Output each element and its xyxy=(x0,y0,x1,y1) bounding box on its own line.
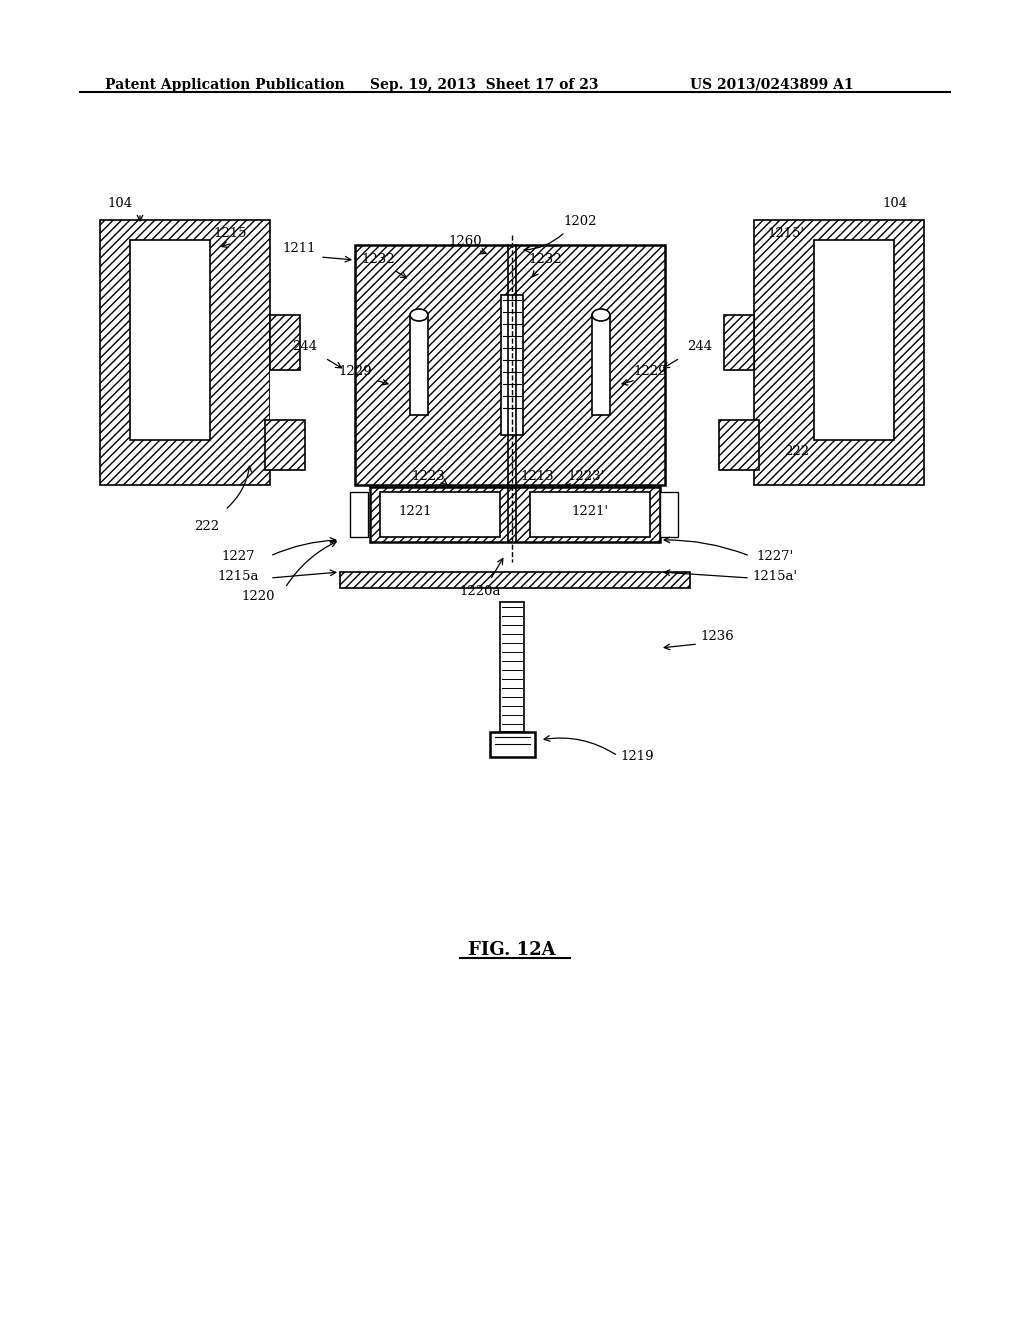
Text: 1215a: 1215a xyxy=(217,570,259,583)
Text: 104: 104 xyxy=(108,197,132,210)
Text: 1202: 1202 xyxy=(563,215,597,228)
Text: 1223': 1223' xyxy=(567,470,604,483)
Bar xyxy=(719,420,759,470)
Bar xyxy=(754,220,924,484)
Bar xyxy=(660,492,678,537)
Bar xyxy=(270,315,300,370)
Text: Patent Application Publication: Patent Application Publication xyxy=(105,78,345,92)
Text: 104: 104 xyxy=(883,197,907,210)
Text: 1232: 1232 xyxy=(361,253,395,267)
Text: 1223: 1223 xyxy=(412,470,444,483)
Text: 222: 222 xyxy=(784,445,810,458)
Bar xyxy=(340,572,690,587)
Text: 222: 222 xyxy=(195,520,219,533)
Text: 1221': 1221' xyxy=(571,506,608,517)
Text: 1260: 1260 xyxy=(449,235,482,248)
Bar xyxy=(501,294,523,436)
Text: 1229: 1229 xyxy=(338,366,372,378)
Bar xyxy=(100,220,270,484)
Text: 1211: 1211 xyxy=(283,242,315,255)
Text: 1232: 1232 xyxy=(528,253,562,267)
Text: FIG. 12A: FIG. 12A xyxy=(468,941,556,960)
Bar xyxy=(265,420,305,470)
Bar xyxy=(724,315,754,370)
Text: 1219: 1219 xyxy=(620,750,653,763)
Text: 1215a': 1215a' xyxy=(753,570,798,583)
Text: 1215': 1215' xyxy=(767,227,805,240)
Bar xyxy=(270,319,300,420)
Bar xyxy=(410,315,428,414)
Text: 244: 244 xyxy=(293,341,317,352)
Text: 1236: 1236 xyxy=(700,630,734,643)
Ellipse shape xyxy=(410,309,428,321)
Text: 1220a: 1220a xyxy=(459,585,501,598)
Bar xyxy=(130,240,210,440)
Bar xyxy=(380,492,500,537)
Bar xyxy=(355,246,665,484)
Text: Sep. 19, 2013  Sheet 17 of 23: Sep. 19, 2013 Sheet 17 of 23 xyxy=(370,78,598,92)
Bar xyxy=(592,315,610,414)
Text: 1221: 1221 xyxy=(398,506,432,517)
Bar xyxy=(530,492,650,537)
Text: 1227: 1227 xyxy=(221,550,255,564)
Text: 1227': 1227' xyxy=(757,550,794,564)
Bar xyxy=(489,733,535,756)
Ellipse shape xyxy=(592,309,610,321)
Text: 1220: 1220 xyxy=(242,590,274,603)
Text: 244: 244 xyxy=(687,341,713,352)
Bar xyxy=(500,602,524,733)
Text: 1229: 1229 xyxy=(633,366,667,378)
Text: 1213: 1213 xyxy=(520,470,554,483)
Text: US 2013/0243899 A1: US 2013/0243899 A1 xyxy=(690,78,854,92)
Bar xyxy=(814,240,894,440)
Bar xyxy=(370,487,660,543)
Text: 1215: 1215 xyxy=(213,227,247,240)
Bar xyxy=(350,492,368,537)
